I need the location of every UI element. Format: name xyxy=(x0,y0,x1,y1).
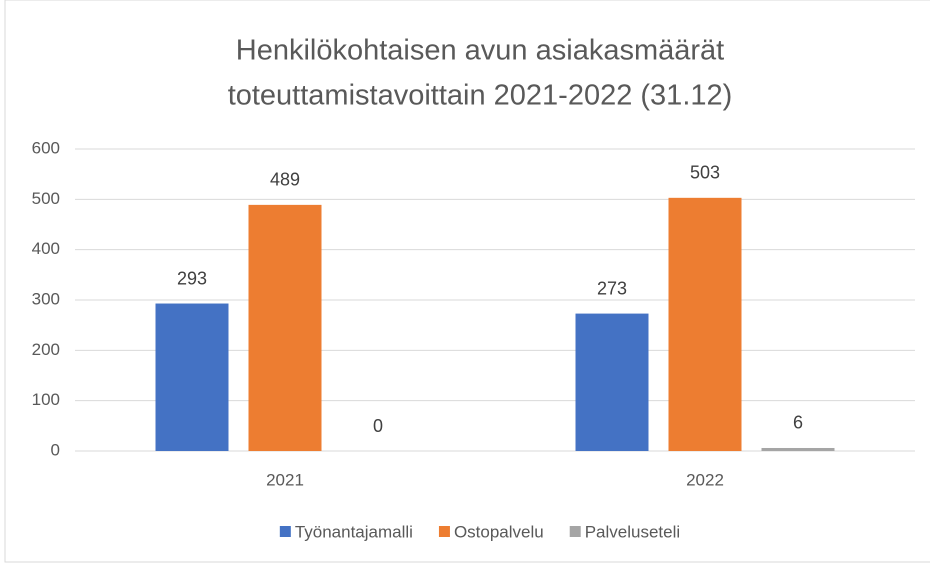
y-tick-label: 300 xyxy=(32,289,60,308)
bar xyxy=(155,303,229,451)
bar xyxy=(575,313,649,451)
x-tick-label: 2022 xyxy=(686,470,724,489)
y-tick-label: 200 xyxy=(32,340,60,359)
x-tick-label: 2021 xyxy=(266,470,304,489)
y-tick-label: 100 xyxy=(32,390,60,409)
bar xyxy=(668,197,742,451)
y-tick-label: 0 xyxy=(51,440,60,459)
bar xyxy=(761,447,835,451)
legend-label: Palveluseteli xyxy=(585,522,680,541)
legend-swatch xyxy=(569,526,581,537)
legend-label: Ostopalvelu xyxy=(454,522,544,541)
chart-title: toteuttamistavoittain 2021-2022 (31.12) xyxy=(228,80,733,112)
chart-border xyxy=(4,0,930,563)
chart-title: Henkilökohtaisen avun asiakasmäärät xyxy=(236,35,724,67)
data-label: 273 xyxy=(597,278,627,298)
data-label: 6 xyxy=(793,413,803,433)
legend-swatch xyxy=(279,526,291,537)
data-label: 503 xyxy=(690,163,720,183)
legend-label: Työnantajamalli xyxy=(295,522,413,541)
data-label: 0 xyxy=(373,416,383,436)
y-tick-label: 400 xyxy=(32,239,60,258)
y-tick-label: 600 xyxy=(32,138,60,157)
y-tick-label: 500 xyxy=(32,189,60,208)
data-label: 489 xyxy=(270,170,300,190)
legend-swatch xyxy=(438,526,450,537)
bar xyxy=(248,204,322,451)
data-label: 293 xyxy=(177,268,207,288)
